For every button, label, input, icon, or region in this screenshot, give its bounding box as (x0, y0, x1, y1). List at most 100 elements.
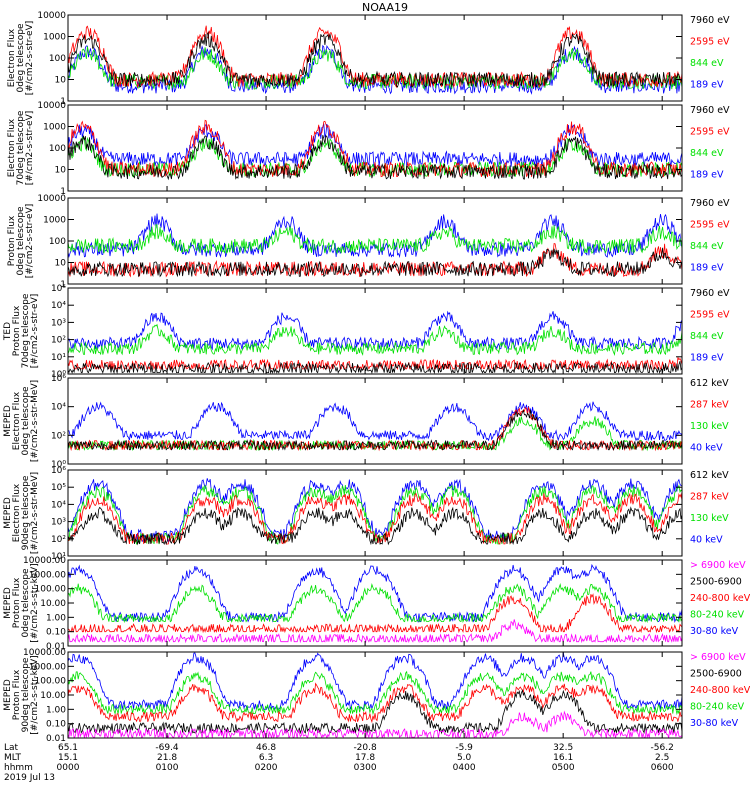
series-4-line (68, 506, 682, 546)
y-tick-label: 10² (51, 535, 66, 545)
chart-title: NOAA19 (362, 1, 408, 14)
y-axis-label: Proton Flux (12, 669, 22, 720)
y-axis-label: Electron Flux (7, 118, 17, 177)
y-tick-label: 10000 (37, 101, 66, 111)
legend-entry: > 6900 keV (690, 560, 746, 571)
y-tick-label: 10⁶ (51, 466, 66, 476)
legend-entry: 80-240 keV (690, 610, 745, 621)
y-tick-label: 1 (60, 97, 66, 107)
footer-value: -56.2 (651, 743, 674, 753)
y-tick-label: 10³ (51, 518, 66, 528)
legend-entry: 189 eV (690, 80, 724, 91)
footer-value: 65.1 (58, 743, 78, 753)
y-axis-label: [#/cm2-s-str-eV] (25, 204, 35, 279)
y-tick-label: 10000.00 (23, 556, 66, 566)
y-tick-label: 1.00 (46, 705, 66, 715)
legend-entry: > 6900 keV (690, 652, 746, 663)
y-tick-label: 0.01 (46, 734, 66, 744)
series-4-line (68, 619, 682, 644)
footer-value: 46.8 (256, 743, 276, 753)
y-axis-label: 0deg telescope (16, 206, 26, 276)
y-axis-label: 0deg telescope (21, 568, 31, 638)
y-axis-label: Proton Flux (7, 215, 17, 266)
y-tick-label: 10⁰ (51, 370, 66, 380)
y-axis-label: 0deg telescope (16, 23, 26, 93)
panel-7: 0.01 0.10 1.00 10.00 100.00 1000.00 10000.00 ME… (3, 556, 750, 652)
footer-value: -20.8 (353, 743, 377, 753)
panel-frame (67, 104, 683, 192)
panel-6: 10¹ 10² 10³ 10⁴ 10⁵ 10⁶ MEPED Electron Flux 90de… (3, 466, 729, 562)
y-axis-label: MEPED (3, 587, 13, 619)
y-axis-label: 70deg telescope (16, 110, 26, 185)
y-axis-label: [#/cm2-s-str-MeV] (30, 472, 40, 554)
y-tick-label: 10000 (37, 194, 66, 204)
footer-value: 5.0 (457, 753, 472, 763)
footer-value: 0600 (651, 763, 674, 773)
legend-entry: 2595 eV (690, 220, 730, 231)
y-axis-label: Proton Flux (12, 305, 22, 356)
series-1-line (68, 310, 682, 351)
y-axis-label: [#/cm2-s-str-eV] (25, 21, 35, 96)
y-tick-label: 10⁴ (51, 301, 66, 311)
footer-value: 15.1 (58, 753, 78, 763)
y-axis-label: 90deg telescope (21, 475, 31, 550)
y-tick-label: 10000 (37, 11, 66, 21)
series-3-line (68, 119, 682, 178)
y-tick-label: 1000.00 (29, 662, 66, 672)
footer-value: 0100 (156, 763, 179, 773)
legend-entry: 130 keV (690, 513, 729, 524)
legend-entry: 40 keV (690, 535, 723, 546)
y-tick-label: 1000.00 (29, 570, 66, 580)
series-group (68, 478, 682, 546)
y-tick-label: 10⁴ (51, 500, 66, 510)
footer-date: 2019 Jul 13 (4, 773, 55, 783)
panel-1: 1 10 100 1000 10000 Electron Flux 0deg telesco… (7, 11, 730, 107)
y-axis-label: Electron Flux (7, 28, 17, 87)
series-group (68, 213, 682, 278)
series-1-line (68, 44, 682, 95)
y-axis-label: 0deg telescope (21, 386, 31, 456)
panel-5: 10⁰ 10² 10⁴ 10⁶ MEPED Electron Flux 0deg teles… (3, 374, 729, 470)
y-axis-label: [#/cm2-s-str-keV] (30, 563, 40, 642)
y-tick-label: 10 (55, 76, 67, 86)
legend-entry: 7960 eV (690, 105, 730, 116)
footer-value: 2.5 (655, 753, 669, 763)
legend-entry: 40 keV (690, 443, 723, 454)
series-4-line (68, 134, 682, 181)
series-4-line (68, 31, 682, 88)
legend-entry: 80-240 keV (690, 702, 745, 713)
y-tick-label: 10⁵ (51, 284, 66, 294)
y-tick-label: 10² (51, 431, 66, 441)
panel-frame (67, 287, 683, 375)
y-tick-label: 100.00 (35, 585, 67, 595)
y-tick-label: 10² (51, 336, 66, 346)
series-2-line (68, 136, 682, 178)
y-tick-label: 0.01 (46, 642, 66, 652)
y-axis-label: MEPED (3, 497, 13, 529)
series-group (68, 310, 682, 374)
y-tick-label: 100.00 (35, 677, 67, 687)
legend-entry: 130 keV (690, 421, 729, 432)
legend-entry: 189 eV (690, 353, 724, 364)
panel-8: 0.01 0.10 1.00 10.00 100.00 1000.00 10000.00 ME… (3, 648, 750, 744)
series-2-line (68, 670, 682, 716)
y-tick-label: 10⁵ (51, 483, 66, 493)
y-tick-label: 10³ (51, 318, 66, 328)
y-tick-label: 10⁶ (51, 374, 66, 384)
footer-row-label: MLT (4, 753, 22, 763)
footer-row-label: Lat (4, 743, 19, 753)
legend-entry: 844 eV (690, 58, 724, 69)
panel-frame (67, 469, 683, 557)
footer-value: 21.8 (157, 753, 177, 763)
legend-entry: 287 keV (690, 400, 729, 411)
y-axis-label: [#/cm2-s-str-MeV] (30, 380, 40, 462)
y-tick-label: 10¹ (51, 552, 66, 562)
series-group (68, 652, 682, 738)
y-axis-label: Electron Flux (12, 391, 22, 450)
y-tick-label: 10.00 (40, 691, 66, 701)
footer-value: 32.5 (553, 743, 573, 753)
legend-entry: 844 eV (690, 331, 724, 342)
y-tick-label: 10.00 (40, 599, 66, 609)
y-tick-label: 1000 (43, 216, 66, 226)
legend-entry: 2595 eV (690, 310, 730, 321)
